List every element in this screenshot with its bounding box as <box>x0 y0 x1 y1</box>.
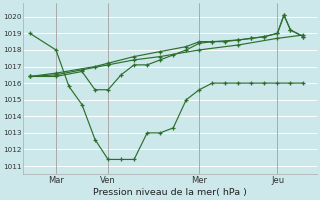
X-axis label: Pression niveau de la mer( hPa ): Pression niveau de la mer( hPa ) <box>93 188 247 197</box>
